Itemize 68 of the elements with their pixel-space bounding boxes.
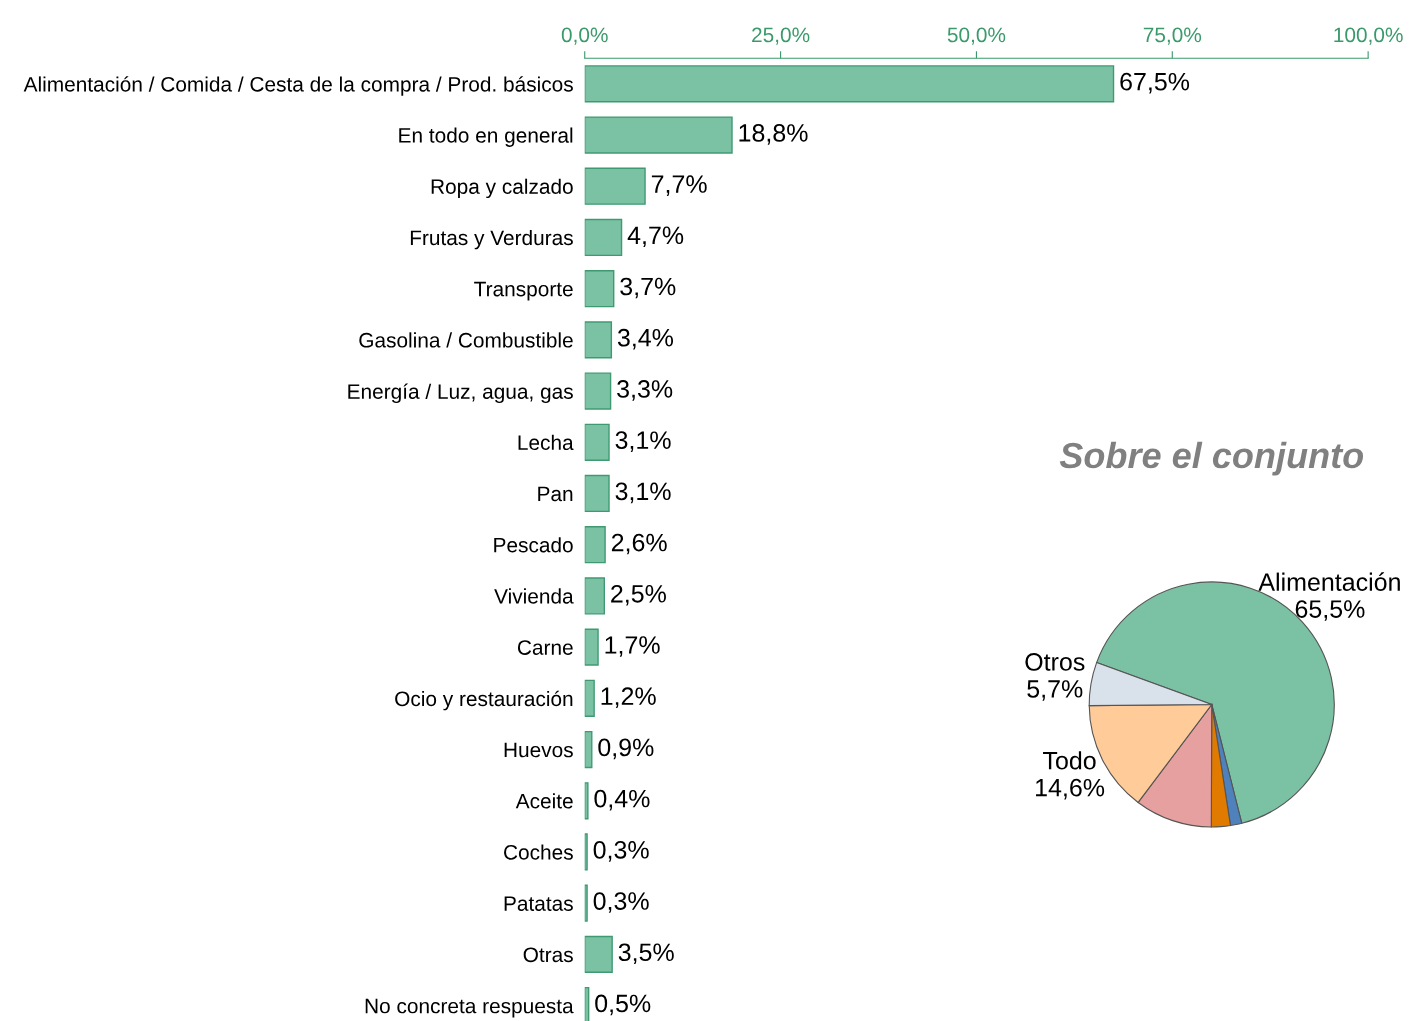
y-tick-label: No concreta respuesta (365, 998, 574, 1018)
bar (584, 833, 588, 871)
data-label: 1,2% (601, 687, 656, 708)
data-label: 4,7% (627, 226, 684, 248)
bar (584, 423, 610, 461)
data-label: 3,1% (615, 482, 671, 504)
bar (584, 167, 646, 205)
y-tick-label: Alimentación / Comida / Cesta de la compra / Prod. básicos (23, 76, 573, 96)
bar (584, 526, 606, 564)
y-tick-label: Vivienda (494, 588, 574, 604)
y-tick-label: Huevos (504, 742, 573, 758)
data-label: 3,7% (620, 277, 676, 299)
bar (584, 270, 615, 308)
y-tick-label: Frutas y Verduras (410, 229, 573, 250)
bar (584, 65, 1115, 103)
bar (584, 730, 593, 769)
bar (584, 935, 613, 974)
x-tick-label: 100,0% (1334, 27, 1403, 45)
y-tick-label: Gasolina / Combustible (359, 332, 573, 348)
chart-title: Sobre el conjunto (1059, 441, 1364, 476)
data-label: 65,5% (1295, 600, 1365, 621)
data-label: 14,6% (1036, 778, 1105, 800)
data-label: 0,9% (598, 738, 654, 760)
y-tick-label: Energía / Luz, agua, gas (348, 383, 573, 404)
slice-label: Alimentación (1258, 572, 1400, 591)
y-tick-label: Ocio y restauración (395, 690, 573, 711)
bar (584, 116, 733, 154)
y-tick-label: Lecha (518, 434, 574, 451)
data-label: 0,3% (593, 840, 649, 862)
y-tick-label: Patatas (504, 896, 573, 911)
data-label: 2,6% (611, 533, 667, 555)
bar (584, 884, 588, 922)
data-label: 7,7% (651, 175, 707, 196)
slice-label: Otros (1025, 653, 1085, 671)
y-tick-label: Transporte (474, 281, 573, 301)
x-tick-label: 25,0% (752, 27, 810, 45)
data-label: 3,4% (617, 328, 674, 350)
data-label: 5,7% (1027, 680, 1083, 701)
data-label: 3,1% (615, 431, 671, 452)
bar (584, 679, 595, 717)
data-label: 3,3% (617, 380, 673, 401)
slice-label: Todo (1043, 751, 1096, 770)
data-label: 2,5% (611, 584, 666, 606)
bar (584, 218, 623, 257)
y-tick-label: Carne (517, 640, 573, 655)
bar (584, 782, 589, 820)
data-label: 3,5% (618, 943, 674, 965)
y-tick-label: Coches (504, 844, 573, 860)
data-label: 1,7% (605, 636, 660, 657)
y-tick-label: Pescado (494, 537, 573, 553)
data-label: 18,8% (739, 124, 808, 145)
data-label: 0,5% (595, 994, 651, 1016)
data-label: 0,3% (593, 892, 649, 913)
data-label: 67,5% (1120, 72, 1190, 94)
bar (584, 628, 599, 666)
y-tick-label: Aceite (515, 793, 573, 809)
bar (584, 577, 606, 615)
bar (584, 372, 612, 410)
x-tick-label: 50,0% (947, 27, 1006, 45)
bar (584, 321, 613, 359)
x-tick-label: 75,0% (1143, 27, 1202, 45)
y-tick-label: Otras (523, 947, 573, 963)
y-tick-label: Pan (538, 486, 573, 502)
y-tick-label: En todo en general (399, 127, 573, 147)
bar (584, 474, 610, 513)
x-tick-label: 0,0% (561, 27, 608, 45)
data-label: 0,4% (594, 789, 650, 811)
y-tick-label: Ropa y calzado (431, 178, 573, 199)
